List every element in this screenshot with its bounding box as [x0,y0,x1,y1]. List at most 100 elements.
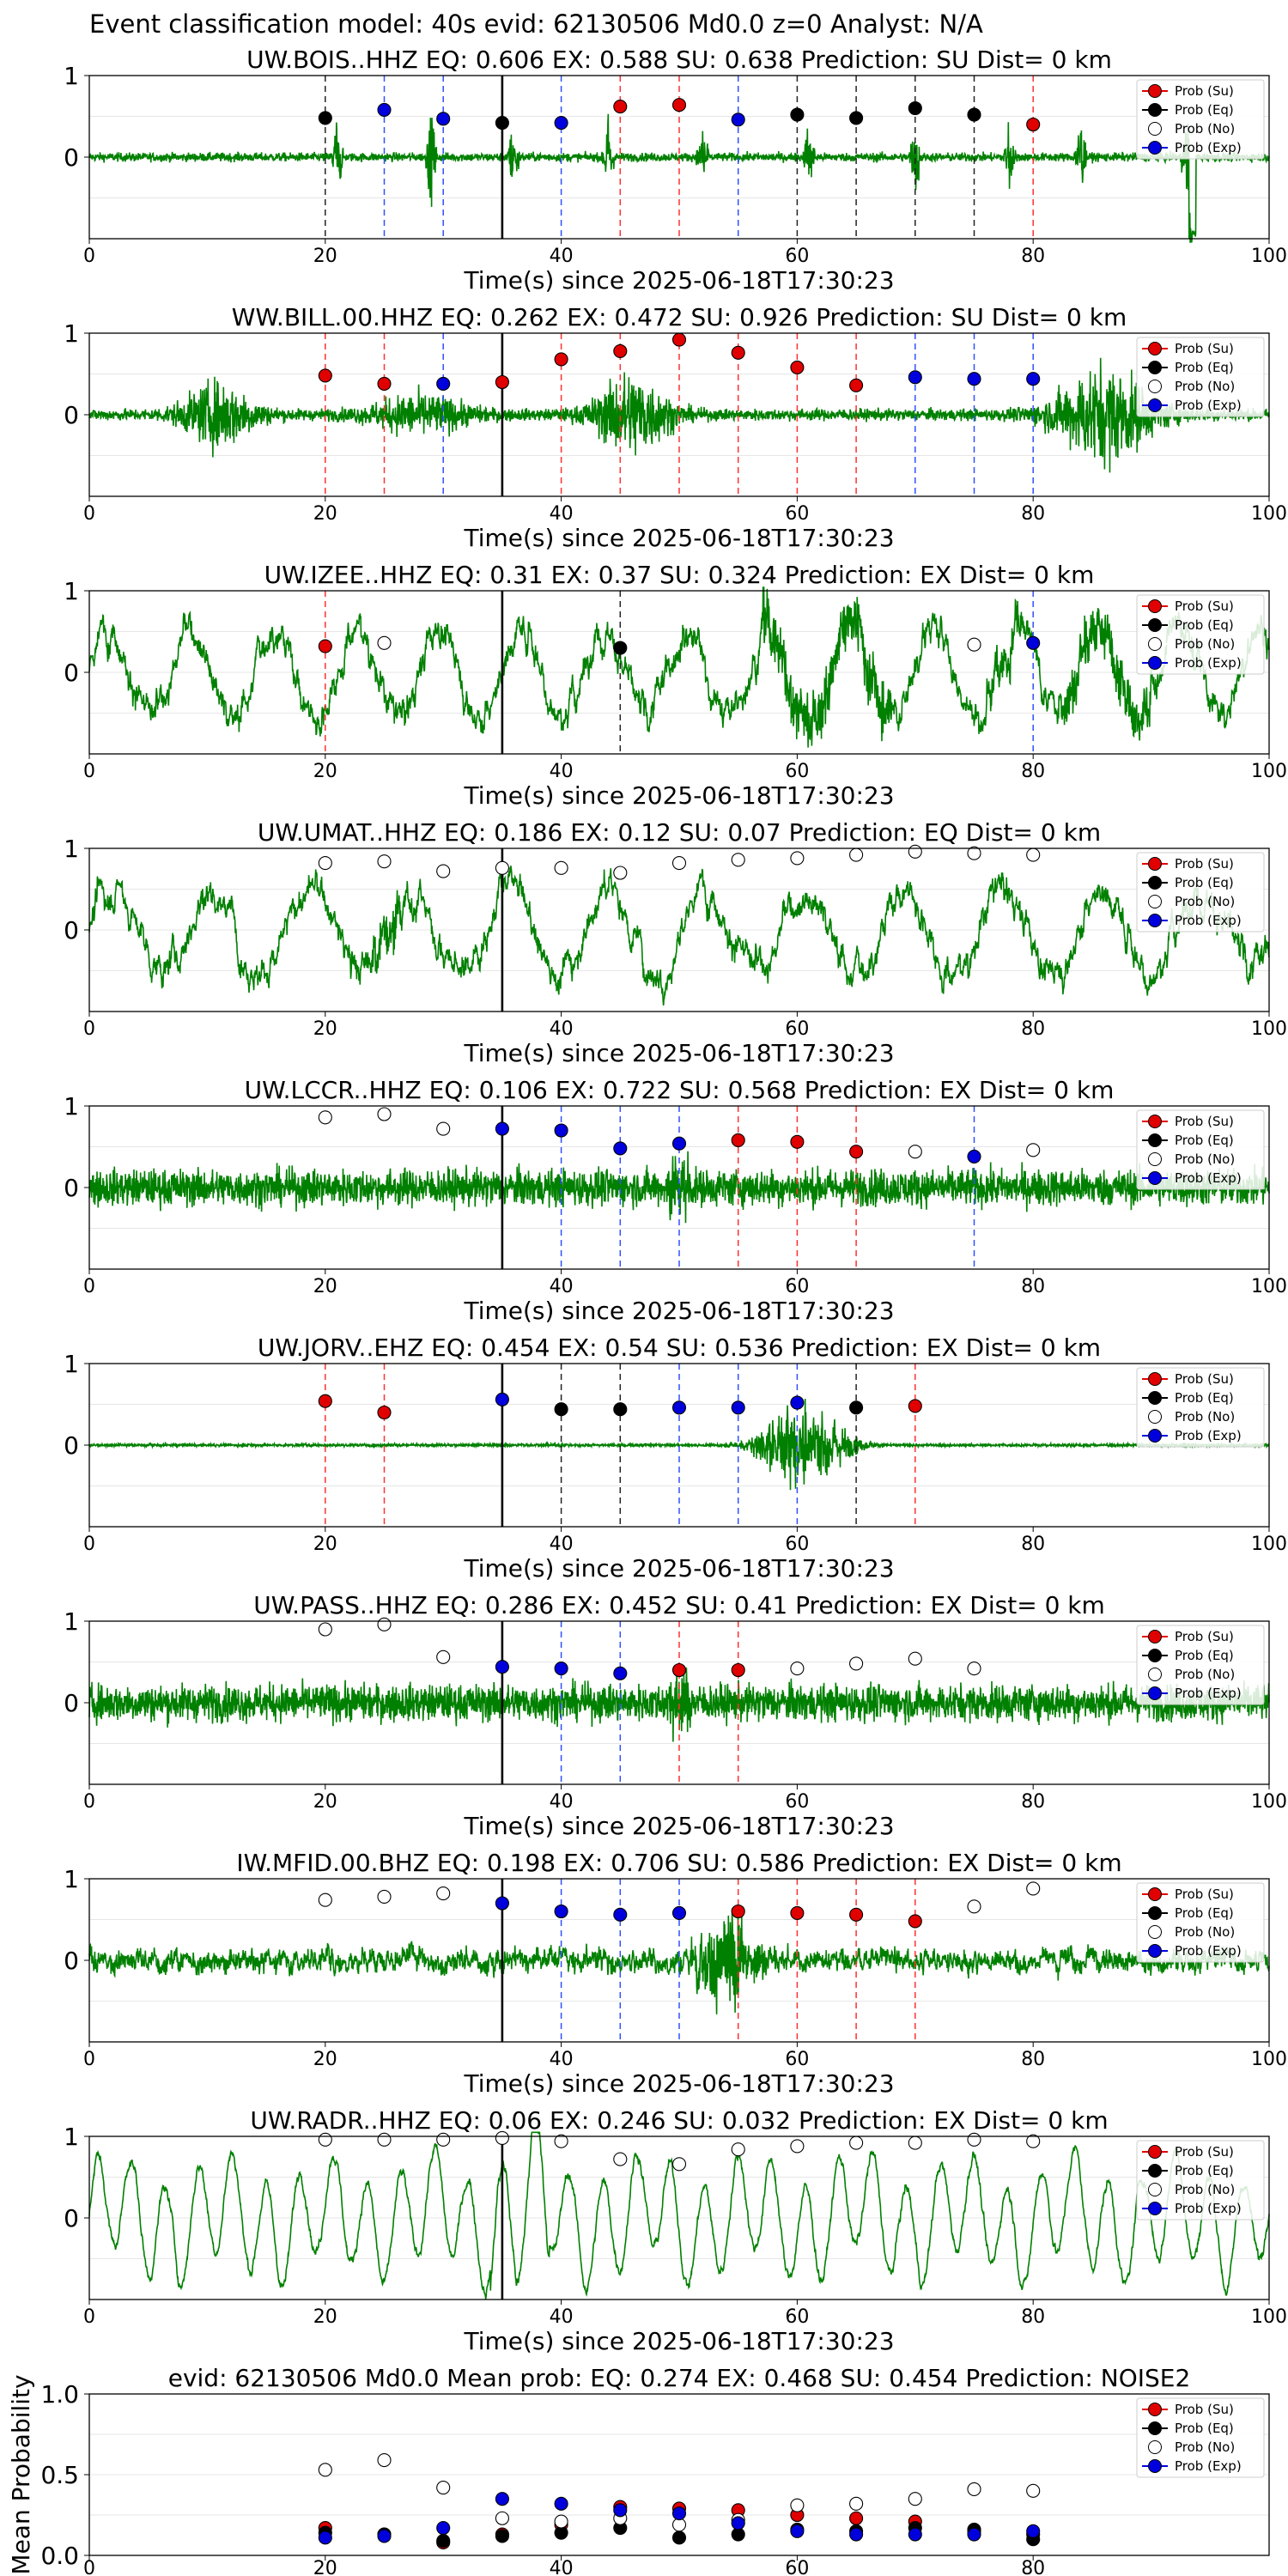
prob-marker [1026,372,1041,386]
y-tick-label: 1 [64,2123,79,2151]
prob-marker [377,1405,392,1420]
prob-marker [613,1666,628,1680]
x-axis-label: Time(s) since 2025-06-18T17:30:23 [463,2069,894,2098]
legend-entry-label: Prob (Su) [1175,2144,1234,2160]
legend-entry-label: Prob (Su) [1175,598,1234,614]
legend-marker [1148,2183,1162,2196]
x-tick-label: 80 [1021,1018,1045,1040]
panel-title: UW.UMAT..HHZ EQ: 0.186 EX: 0.12 SU: 0.07… [258,818,1101,847]
x-axis-label: Time(s) since 2025-06-18T17:30:23 [463,524,894,552]
legend-marker [1148,2440,1162,2454]
legend: Prob (Su) Prob (Eq) Prob (No) Prob (Exp) [1136,337,1265,417]
legend-marker [1148,361,1162,374]
legend-marker [1148,1152,1162,1166]
x-axis-label: Time(s) since 2025-06-18T17:30:23 [463,781,894,810]
x-tick-label: 0 [83,2558,95,2576]
legend-entry-label: Prob (Eq) [1175,1133,1234,1148]
prob-marker [790,1395,805,1410]
x-axis-label: Time(s) since 2025-06-18T17:30:23 [463,1812,894,1840]
x-axis-label: Time(s) since 2025-06-18T17:30:23 [463,266,894,295]
legend-entry-label: Prob (Eq) [1175,2163,1234,2178]
prob-marker [436,112,451,126]
legend-marker [1148,1906,1162,1920]
x-tick-label: 80 [1021,761,1045,782]
legend-box [1136,1882,1265,1963]
panel-title: UW.BOIS..HHZ EQ: 0.606 EX: 0.588 SU: 0.6… [246,46,1112,74]
legend-entry-label: Prob (Eq) [1175,102,1234,118]
station-panel: UW.PASS..HHZ EQ: 0.286 EX: 0.452 SU: 0.4… [64,1591,1287,1840]
legend-marker [1148,895,1162,908]
y-tick-label: 0 [64,1431,79,1460]
panel-title: IW.MFID.00.BHZ EQ: 0.198 EX: 0.706 SU: 0… [236,1849,1121,1877]
x-tick-label: 0 [83,503,95,525]
mean-prob-marker [1026,2483,1041,2498]
figure-title: Event classification model: 40s evid: 62… [89,9,983,39]
legend: Prob (Su) Prob (Eq) Prob (No) Prob (Exp) [1136,1882,1265,1963]
legend-marker [1148,1372,1162,1386]
x-tick-label: 40 [550,761,574,782]
prob-marker [377,1889,392,1904]
legend-marker [1148,1133,1162,1147]
x-tick-label: 0 [83,2049,95,2070]
legend-box [1136,79,1265,160]
prob-marker [436,376,451,391]
prob-marker [908,370,922,385]
prob-marker [495,374,509,390]
x-tick-label: 60 [785,1534,809,1555]
prob-marker [731,853,745,867]
x-tick-label: 100 [1251,1276,1287,1297]
prob-marker [554,1402,568,1417]
station-panel: UW.BOIS..HHZ EQ: 0.606 EX: 0.588 SU: 0.6… [64,46,1287,295]
prob-marker [1026,2134,1041,2148]
prob-marker [613,343,628,358]
legend-entry-label: Prob (Exp) [1175,1428,1242,1443]
x-tick-label: 0 [83,1534,95,1555]
y-tick-label: 1 [64,1092,79,1121]
mean-prob-marker [671,2530,687,2545]
mean-prob-marker [613,2503,628,2518]
x-tick-label: 100 [1251,246,1287,267]
legend-marker [1148,2164,1162,2178]
x-tick-label: 80 [1021,503,1045,525]
prob-marker [613,1402,628,1417]
station-panel: UW.JORV..EHZ EQ: 0.454 EX: 0.54 SU: 0.53… [64,1334,1287,1583]
prob-marker [967,107,981,122]
prob-marker [790,851,805,866]
y-tick-label: 0.5 [40,2461,79,2489]
prob-marker [849,1145,864,1159]
prob-marker [318,2132,332,2147]
mean-prob-marker [377,2453,392,2468]
prob-marker [790,1905,805,1920]
x-tick-label: 80 [1021,246,1045,267]
prob-marker [731,1133,745,1147]
station-panel: UW.UMAT..HHZ EQ: 0.186 EX: 0.12 SU: 0.07… [64,818,1287,1067]
mean-prob-marker [967,2527,981,2542]
legend-marker [1148,1887,1162,1901]
prob-marker [495,860,509,875]
prob-marker [554,860,568,875]
x-tick-label: 60 [785,2558,809,2576]
legend-entry-label: Prob (Su) [1175,856,1234,872]
mean-prob-marker [849,2496,864,2511]
station-panel: UW.RADR..HHZ EQ: 0.06 EX: 0.246 SU: 0.03… [64,2106,1287,2355]
prob-marker [554,1123,568,1138]
legend-entry-label: Prob (Exp) [1175,1686,1242,1701]
legend-entry-label: Prob (Eq) [1175,617,1234,633]
y-tick-label: 1.0 [40,2380,79,2409]
x-tick-label: 20 [313,2558,337,2576]
prob-marker [908,1145,922,1159]
prob-marker [1026,1143,1041,1157]
panel-title: UW.RADR..HHZ EQ: 0.06 EX: 0.246 SU: 0.03… [250,2106,1108,2135]
prob-marker [671,98,687,112]
waveform-trace [88,2131,1270,2300]
prob-marker [377,376,392,391]
y-tick-label: 0 [64,2204,79,2233]
x-tick-label: 40 [550,1534,574,1555]
legend-marker [1148,84,1162,98]
prob-marker [671,1905,687,1920]
legend-entry-label: Prob (Eq) [1175,875,1234,890]
x-axis-label: Time(s) since 2025-06-18T17:30:23 [463,1554,894,1583]
legend-entry-label: Prob (Su) [1175,83,1234,99]
y-tick-label: 0.0 [40,2542,79,2570]
prob-marker [318,368,332,383]
